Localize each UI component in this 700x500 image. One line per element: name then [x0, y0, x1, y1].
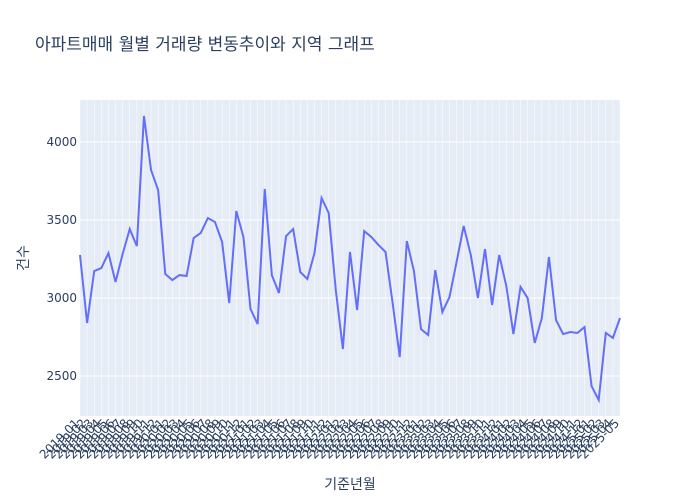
y-tick-label: 2500: [46, 369, 77, 383]
y-tick-label: 3500: [46, 213, 77, 227]
y-axis-title: 건수: [16, 245, 32, 271]
chart-title: 아파트매매 월별 거래량 변동추이와 지역 그래프: [35, 35, 375, 55]
x-axis-title: 기준년월: [324, 477, 376, 493]
y-tick-label: 4000: [46, 135, 77, 149]
data-line: [79, 115, 621, 404]
y-tick-label: 3000: [46, 291, 77, 305]
